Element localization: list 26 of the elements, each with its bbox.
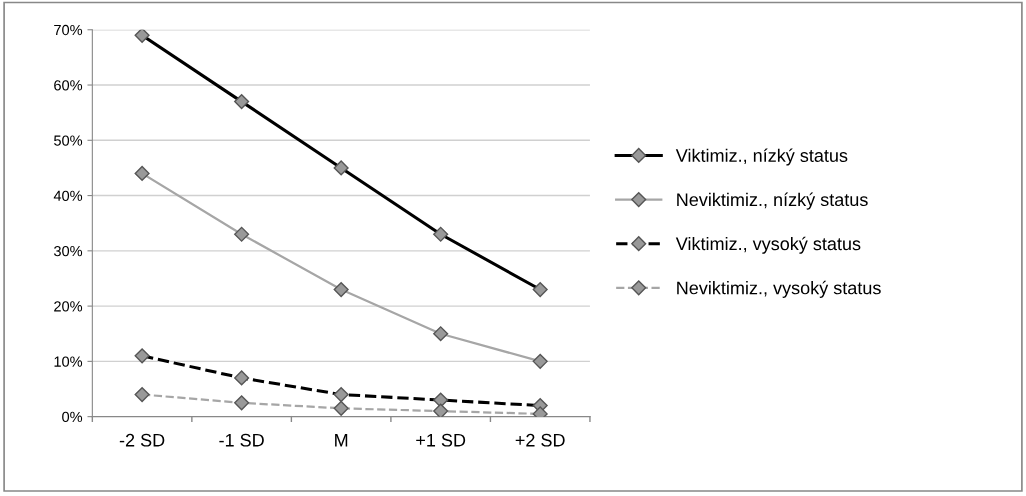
point: [433, 403, 449, 417]
point: [134, 165, 150, 182]
legend-label: Viktimiz., vysoký status: [675, 236, 861, 254]
x-tick-label: +1 SD: [416, 433, 466, 447]
point: [333, 400, 349, 416]
y-tick-label: 40%: [53, 190, 83, 201]
point: [134, 386, 150, 403]
legend-label: Neviktimiz., vysoký status: [677, 280, 881, 298]
x-tick-label: +2 SD: [515, 433, 565, 447]
y-tick-label: 10%: [54, 356, 83, 367]
point: [234, 226, 250, 242]
x-tick-label: -1 SD: [219, 433, 264, 447]
point: [433, 326, 449, 342]
point: [234, 395, 250, 411]
y-tick-label: 20%: [54, 301, 83, 312]
point: [333, 281, 349, 298]
x-tick-label: -2 SD: [119, 433, 165, 447]
y-tick-label: 70%: [54, 24, 83, 36]
x-tick-label: M: [335, 433, 348, 447]
y-tick-label: 30%: [53, 245, 83, 257]
y-tick-label: 0%: [62, 411, 83, 423]
legend-label: Neviktimiz., nízký status: [677, 192, 868, 210]
y-tick-label: 60%: [54, 80, 83, 91]
point: [532, 353, 548, 369]
legend-label: Viktimiz., nízký status: [675, 148, 848, 166]
y-tick-label: 50%: [54, 135, 83, 146]
